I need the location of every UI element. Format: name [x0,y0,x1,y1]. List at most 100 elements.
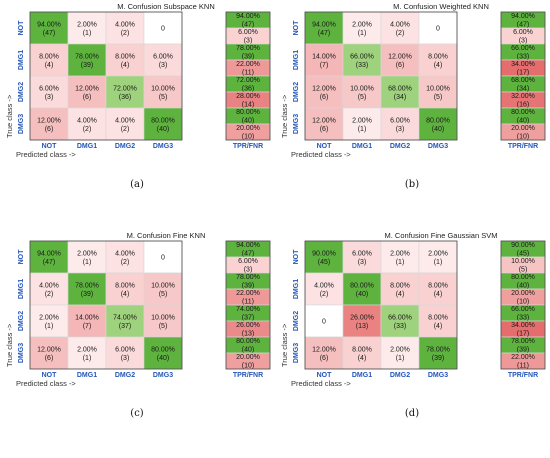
matrix-cell-pct: 78.00% [426,347,450,354]
matrix-cell [304,107,344,141]
matrix-cell-pct: 26.00% [350,315,374,322]
tpr-cell-count: (36) [242,86,254,93]
tpr-cell-count: (39) [242,283,254,290]
matrix-cell-count: (4) [434,291,443,298]
matrix-cell [143,336,183,370]
tpr-cell-pct: 80.00% [236,109,260,116]
matrix-cell [342,336,382,370]
matrix-cell-count: (39) [432,355,444,362]
tpr-cell-pct: 66.00% [511,45,535,52]
matrix-cell-count: (13) [356,323,368,330]
matrix-cell-count: (5) [159,94,168,101]
matrix-cell-pct: 2.00% [390,347,410,354]
matrix-cell-pct: 2.00% [77,347,97,354]
matrix-cell [67,240,107,274]
matrix-border [304,11,458,141]
matrix-cell-pct: 10.00% [151,315,175,322]
matrix-cell-pct: 68.00% [388,86,412,93]
matrix-cell-count: (6) [45,126,54,133]
matrix-cell-count: (33) [394,323,406,330]
matrix-cell-count: (47) [318,30,330,37]
fnr-cell-count: (3) [519,38,528,45]
y-tick-label: DMG2 [293,82,300,102]
y-axis-label: True class -> [280,94,289,138]
matrix-cell [67,107,107,141]
fnr-cell-pct: 6.00% [238,29,258,36]
fnr-cell-pct: 32.00% [511,93,535,100]
x-tick-label: DMG2 [390,143,410,150]
fnr-cell-count: (17) [517,70,529,77]
matrix-cell-count: (5) [434,94,443,101]
matrix-cell-pct: 0 [436,26,440,33]
matrix-cell-count: (3) [121,355,130,362]
matrix-cell-pct: 80.00% [151,347,175,354]
matrix-cell-count: (1) [45,323,54,330]
fnr-cell-pct: 34.00% [511,61,535,68]
matrix-cell-count: (4) [396,291,405,298]
matrix-cell-count: (1) [396,259,405,266]
matrix-cell-pct: 0 [322,319,326,326]
y-tick-label: DMG1 [293,279,300,299]
y-tick-label: DMG1 [18,50,25,70]
y-tick-label: DMG2 [18,311,25,331]
matrix-cell-pct: 2.00% [390,251,410,258]
matrix-border [304,240,458,370]
matrix-cell-count: (2) [121,259,130,266]
matrix-cell-count: (6) [396,62,405,69]
matrix-cell-pct: 2.00% [77,22,97,29]
fnr-cell-count: (10) [517,299,529,306]
matrix-cell-count: (3) [45,94,54,101]
panel-caption: (c) [130,408,144,419]
tpr-cell-count: (47) [517,22,529,29]
tpr-cell-pct: 94.00% [511,13,535,20]
fnr-cell-pct: 26.00% [236,322,260,329]
matrix-cell-count: (2) [45,291,54,298]
x-tick-label: DMG1 [77,143,97,150]
fnr-cell-count: (11) [242,299,254,306]
x-tick-label: DMG1 [352,143,372,150]
tpr-cell-pct: 78.00% [511,338,535,345]
tpr-cell-pct: 80.00% [511,274,535,281]
matrix-cell [67,11,107,45]
fnr-cell-count: (10) [517,134,529,141]
y-tick-label: DMG2 [18,82,25,102]
x-tick-label: DMG3 [428,372,448,379]
tpr-cell-count: (47) [242,22,254,29]
chart-title: M. Confusion Fine Gaussian SVM [385,231,498,240]
tpr-cell-pct: 90.00% [511,242,535,249]
matrix-cell-pct: 80.00% [350,283,374,290]
summary-column-label: TPR/FNR [508,372,538,379]
tpr-cell-count: (39) [242,54,254,61]
matrix-cell-pct: 2.00% [77,251,97,258]
matrix-cell [380,11,420,45]
y-tick-label: DMG3 [18,114,25,134]
matrix-cell-count: (37) [119,323,131,330]
matrix-cell-count: (47) [43,30,55,37]
matrix-cell [29,336,69,370]
confusion-matrix-panel-b: M. Confusion Weighted KNN 94.00% (47) 2.00%… [275,0,550,229]
matrix-cell [105,272,145,306]
tpr-cell-count: (40) [242,347,254,354]
matrix-cell-pct: 2.00% [352,22,372,29]
matrix-cell-count: (33) [356,62,368,69]
matrix-cell-pct: 6.00% [352,251,372,258]
fnr-cell-pct: 22.00% [511,354,535,361]
y-tick-label: NOT [18,249,25,265]
matrix-cell-pct: 10.00% [151,283,175,290]
matrix-cell [143,75,183,109]
confusion-matrix-svg: M. Confusion Fine Gaussian SVM90.00%(45)… [280,231,546,419]
x-tick-label: DMG2 [390,372,410,379]
y-axis-label: True class -> [5,94,14,138]
tpr-cell-count: (33) [517,54,529,61]
matrix-border [29,240,183,370]
matrix-cell-pct: 2.00% [352,118,372,125]
matrix-cell-pct: 80.00% [426,118,450,125]
matrix-cell-count: (2) [121,126,130,133]
matrix-cell [342,43,382,77]
fnr-cell-pct: 34.00% [511,322,535,329]
matrix-cell-count: (47) [43,259,55,266]
y-axis-label: True class -> [5,323,14,367]
tpr-cell-pct: 80.00% [236,338,260,345]
fnr-cell-pct: 20.00% [511,125,535,132]
matrix-cell-pct: 8.00% [428,283,448,290]
